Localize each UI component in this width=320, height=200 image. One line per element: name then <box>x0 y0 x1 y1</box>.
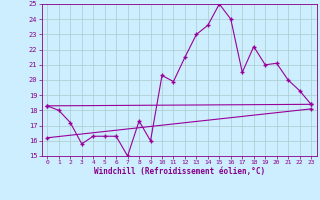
X-axis label: Windchill (Refroidissement éolien,°C): Windchill (Refroidissement éolien,°C) <box>94 167 265 176</box>
